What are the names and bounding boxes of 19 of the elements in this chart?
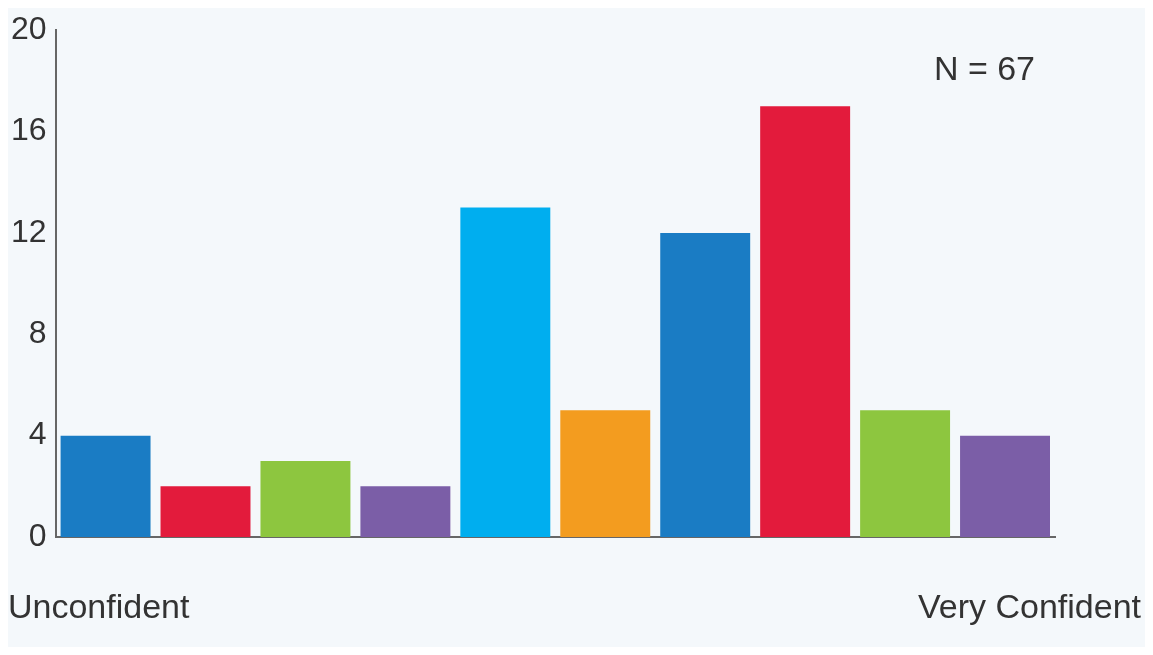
bar xyxy=(260,460,351,537)
bar xyxy=(160,486,251,537)
bar xyxy=(660,232,751,537)
bar xyxy=(860,410,951,537)
bar xyxy=(460,207,551,537)
bar xyxy=(960,435,1050,537)
bar xyxy=(560,410,651,537)
bar xyxy=(760,106,851,537)
y-tick-label: 8 xyxy=(28,314,47,351)
y-tick-label: 0 xyxy=(28,516,47,553)
annotation: N = 67 xyxy=(933,48,1035,87)
text: Very Confident xyxy=(917,587,1142,626)
y-tick-label: 16 xyxy=(11,111,47,148)
bar xyxy=(360,486,451,537)
y-tick-label: 12 xyxy=(11,212,47,249)
y-tick-label: 20 xyxy=(11,10,47,47)
y-tick-label: 4 xyxy=(28,415,47,452)
bar xyxy=(60,435,151,537)
text: Unconfident xyxy=(8,587,191,626)
